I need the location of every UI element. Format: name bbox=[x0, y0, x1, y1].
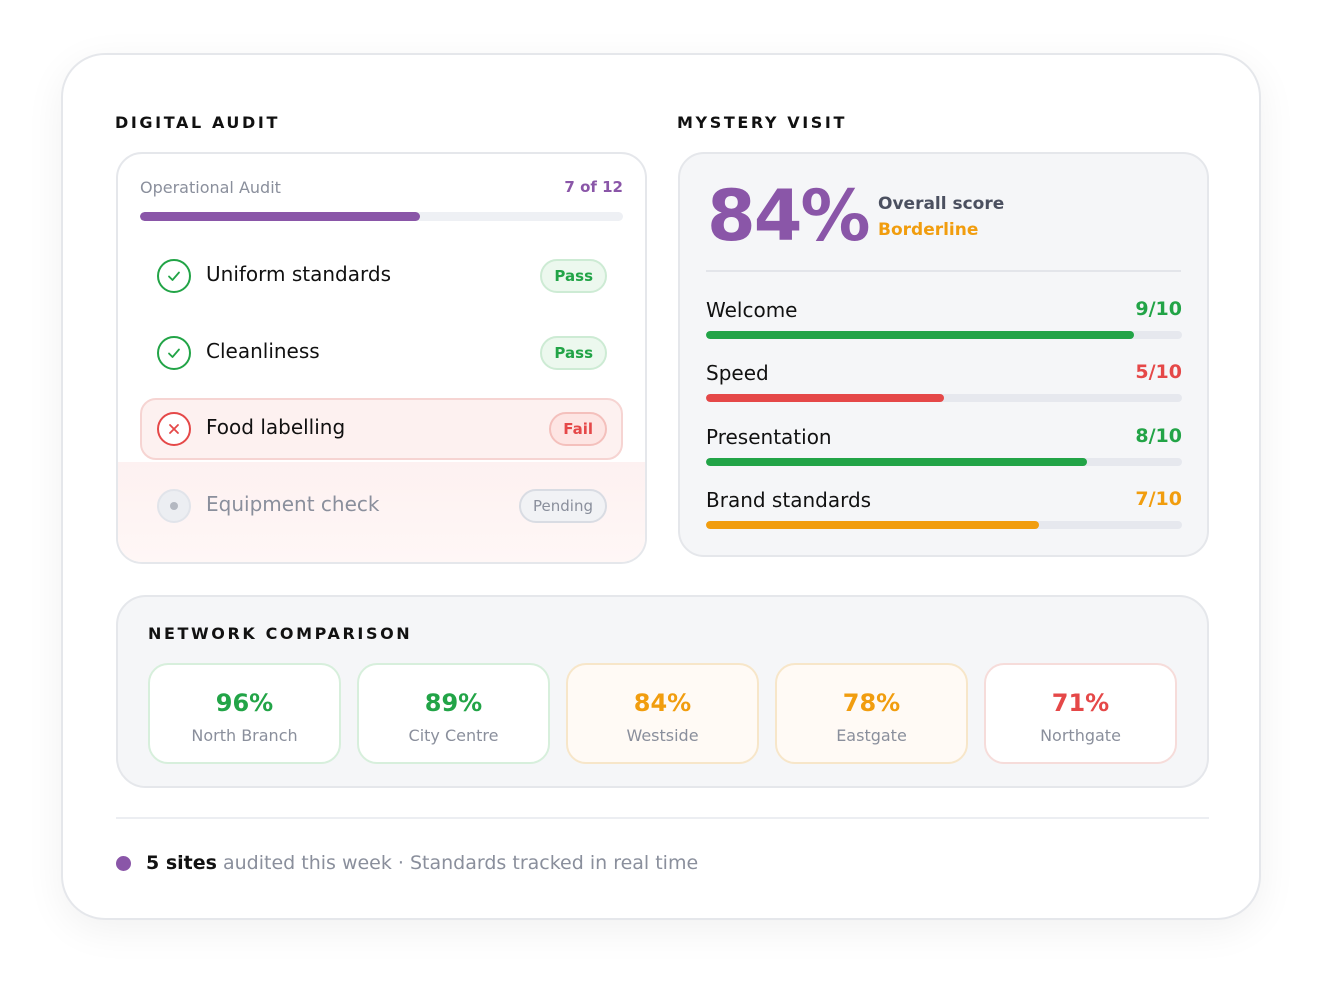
site-score: 71% bbox=[1051, 689, 1110, 717]
site-card-eastgate[interactable]: 78% Eastgate bbox=[775, 663, 968, 764]
audit-item-label: Food labelling bbox=[206, 415, 346, 439]
audit-count: 7 of 12 bbox=[564, 178, 623, 196]
audit-item-label: Equipment check bbox=[206, 492, 380, 516]
metric-bar bbox=[706, 458, 1182, 466]
audit-progress-fill bbox=[140, 212, 421, 221]
status-dot-icon bbox=[116, 856, 131, 871]
metric-brand-standards: Brand standards 7/10 bbox=[706, 488, 1182, 538]
audit-item-equipment-check[interactable]: Equipment check Pending bbox=[140, 475, 623, 537]
metric-fill bbox=[706, 394, 944, 402]
metric-bar bbox=[706, 394, 1182, 402]
audit-item-label: Uniform standards bbox=[206, 262, 391, 286]
check-icon bbox=[157, 259, 191, 293]
metric-value: 7/10 bbox=[1135, 488, 1182, 510]
metric-value: 8/10 bbox=[1135, 425, 1182, 447]
site-name: Northgate bbox=[1040, 726, 1121, 745]
site-name: North Branch bbox=[191, 726, 298, 745]
metric-fill bbox=[706, 458, 1087, 466]
metric-speed: Speed 5/10 bbox=[706, 361, 1182, 411]
dashboard-card: DIGITAL AUDIT Operational Audit 7 of 12 … bbox=[61, 53, 1261, 920]
cross-icon bbox=[157, 412, 191, 446]
metric-label: Presentation bbox=[706, 425, 832, 449]
metric-presentation: Presentation 8/10 bbox=[706, 425, 1182, 475]
status-badge: Pass bbox=[540, 336, 607, 370]
audit-item-label: Cleanliness bbox=[206, 339, 320, 363]
metric-value: 9/10 bbox=[1135, 298, 1182, 320]
audit-item-uniform-standards[interactable]: Uniform standards Pass bbox=[140, 245, 623, 307]
metric-value: 5/10 bbox=[1135, 361, 1182, 383]
site-card-westside[interactable]: 84% Westside bbox=[566, 663, 759, 764]
site-score: 78% bbox=[842, 689, 901, 717]
site-score: 96% bbox=[215, 689, 274, 717]
audit-panel: Operational Audit 7 of 12 Uniform standa… bbox=[116, 152, 647, 564]
site-score: 84% bbox=[633, 689, 692, 717]
overall-score-label: Overall score bbox=[878, 194, 1005, 214]
metric-label: Speed bbox=[706, 361, 769, 385]
site-card-northgate[interactable]: 71% Northgate bbox=[984, 663, 1177, 764]
footer-highlight: 5 sites bbox=[146, 852, 217, 874]
overall-score: 84% bbox=[707, 175, 871, 257]
digital-audit-title: DIGITAL AUDIT bbox=[115, 113, 280, 132]
network-comparison-title: NETWORK COMPARISON bbox=[148, 624, 413, 643]
audit-name: Operational Audit bbox=[140, 178, 281, 197]
metric-bar bbox=[706, 331, 1182, 339]
metric-bar bbox=[706, 521, 1182, 529]
check-icon bbox=[157, 336, 191, 370]
site-name: Westside bbox=[626, 726, 699, 745]
metric-label: Welcome bbox=[706, 298, 798, 322]
footer-divider bbox=[116, 817, 1209, 819]
overall-score-status: Borderline bbox=[878, 220, 979, 240]
metric-fill bbox=[706, 331, 1135, 339]
footer-summary: 5 sites audited this week · Standards tr… bbox=[146, 852, 698, 874]
footer-text: audited this week · Standards tracked in… bbox=[216, 852, 699, 874]
site-score: 89% bbox=[424, 689, 483, 717]
status-badge: Fail bbox=[549, 412, 607, 446]
metric-label: Brand standards bbox=[706, 488, 872, 512]
dot-icon bbox=[157, 489, 191, 523]
audit-header: Operational Audit 7 of 12 bbox=[140, 178, 623, 200]
network-comparison-panel: NETWORK COMPARISON 96% North Branch 89% … bbox=[116, 595, 1209, 788]
site-name: Eastgate bbox=[836, 726, 907, 745]
status-badge: Pass bbox=[540, 259, 607, 293]
divider bbox=[706, 270, 1181, 272]
metric-fill bbox=[706, 521, 1040, 529]
metric-welcome: Welcome 9/10 bbox=[706, 298, 1182, 348]
site-name: City Centre bbox=[408, 726, 499, 745]
site-card-city-centre[interactable]: 89% City Centre bbox=[357, 663, 550, 764]
audit-item-cleanliness[interactable]: Cleanliness Pass bbox=[140, 322, 623, 384]
mystery-visit-title: MYSTERY VISIT bbox=[677, 113, 848, 132]
status-badge: Pending bbox=[519, 489, 607, 523]
audit-progress-bar bbox=[140, 212, 623, 221]
site-card-north-branch[interactable]: 96% North Branch bbox=[148, 663, 341, 764]
audit-item-food-labelling[interactable]: Food labelling Fail bbox=[140, 398, 623, 460]
mystery-panel: 84% Overall score Borderline Welcome 9/1… bbox=[678, 152, 1209, 557]
